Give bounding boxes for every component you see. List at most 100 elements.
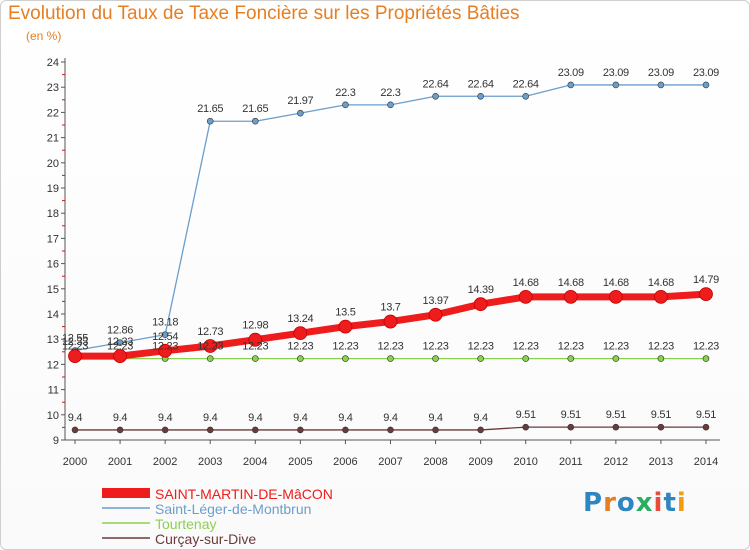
series-layer [68,81,713,434]
data-label: 13.24 [287,313,313,325]
data-label: 12.23 [332,341,358,353]
data-point [251,426,259,434]
data-point [657,81,665,89]
y-tick-label: 17 [47,233,59,245]
data-point [116,339,124,347]
data-label: 13.5 [335,307,355,319]
data-point [297,426,304,434]
data-point [297,355,304,362]
data-label: 14.68 [648,277,674,289]
data-point [342,355,349,362]
y-tick-label: 20 [47,158,59,170]
x-tick-label: 2012 [604,456,628,468]
y-tick-label: 9 [53,435,59,447]
data-label: 12.23 [648,341,674,353]
data-point [477,355,484,362]
data-point [654,289,668,304]
data-label: 21.97 [287,95,313,107]
data-label: 13.18 [152,317,178,329]
data-label: 9.4 [428,412,443,424]
data-label: 12.23 [107,341,133,353]
data-point [567,81,575,89]
data-point [251,117,259,125]
data-point [428,307,443,322]
data-label: 23.09 [648,67,674,79]
x-tick-label: 2008 [423,456,447,468]
x-tick-label: 2006 [333,456,357,468]
data-point [612,355,620,362]
data-point [522,355,530,362]
data-label: 12.86 [107,325,133,337]
data-point [206,117,214,125]
data-point [522,92,530,100]
data-label: 12.23 [513,341,539,353]
data-label: 12.23 [377,341,403,353]
y-tick-label: 13 [47,334,59,346]
data-point [567,423,575,431]
data-label: 9.51 [516,409,536,421]
data-label: 23.09 [693,67,719,79]
x-tick-label: 2007 [378,456,402,468]
logo-letter: i [653,488,664,518]
data-point [702,81,710,89]
data-label: 12.55 [62,333,88,345]
data-point [203,339,218,353]
data-label: 12.23 [287,341,313,353]
data-label: 23.09 [558,67,584,79]
data-label: 12.98 [242,320,268,332]
x-tick-label: 2004 [243,456,267,468]
x-tick-label: 2001 [108,456,132,468]
data-point [206,426,214,434]
data-label: 22.64 [513,78,539,90]
y-tick-label: 12 [47,359,59,371]
data-label: 9.4 [338,412,353,424]
data-label: 22.3 [335,87,355,99]
series-0 [71,81,710,354]
data-point [432,355,439,362]
y-tick-label: 23 [47,82,59,94]
data-label: 13.7 [380,302,400,314]
data-label: 12.33 [107,336,133,348]
legend-label: SAINT-MARTIN-DE-MâCON [155,486,333,502]
y-tick-label: 19 [47,183,59,195]
data-label: 9.4 [158,412,173,424]
x-tick-label: 2010 [513,456,537,468]
data-label: 22.3 [380,87,400,99]
data-point [293,326,308,341]
data-label: 21.65 [197,103,223,115]
legend-label: Saint-Léger-de-Montbrun [155,501,311,517]
data-point [477,92,484,100]
y-tick-label: 10 [47,410,59,422]
logo-letter: i [676,488,687,518]
data-label: 12.23 [558,341,584,353]
data-label: 12.33 [62,336,88,348]
data-point [702,355,710,362]
x-tick-label: 2002 [153,456,177,468]
data-point [342,426,349,434]
data-point [342,101,349,109]
data-label: 14.68 [603,277,629,289]
data-label: 12.23 [603,341,629,353]
data-point [206,355,214,362]
data-label: 23.09 [603,67,629,79]
data-point [432,92,439,100]
x-tick-label: 2003 [198,456,222,468]
data-point [113,349,127,363]
logo-letter: r [603,488,617,518]
data-point [567,355,575,362]
y-tick-label: 24 [47,57,59,69]
y-tick-label: 11 [48,385,59,397]
y-tick-label: 16 [47,259,59,271]
data-point [297,109,304,117]
x-tick-label: 2014 [694,456,718,468]
data-label: 14.79 [693,274,719,286]
data-label: 12.23 [468,341,494,353]
legend: SAINT-MARTIN-DE-MâCONSaint-Léger-de-Mont… [102,486,333,547]
data-labels-layer: 12.55 12.86 13.18 21.65 21.65 21.97 22.3 22.3 22… [62,67,719,424]
data-label: 9.4 [248,412,263,424]
data-point [473,297,488,312]
data-label: 12.23 [197,341,223,353]
logo-letter: t [663,488,677,518]
axes: 9 10 11 12 13 14 15 16 17 18 19 20 21 22 23 24 2000 2001 2… [47,57,720,468]
